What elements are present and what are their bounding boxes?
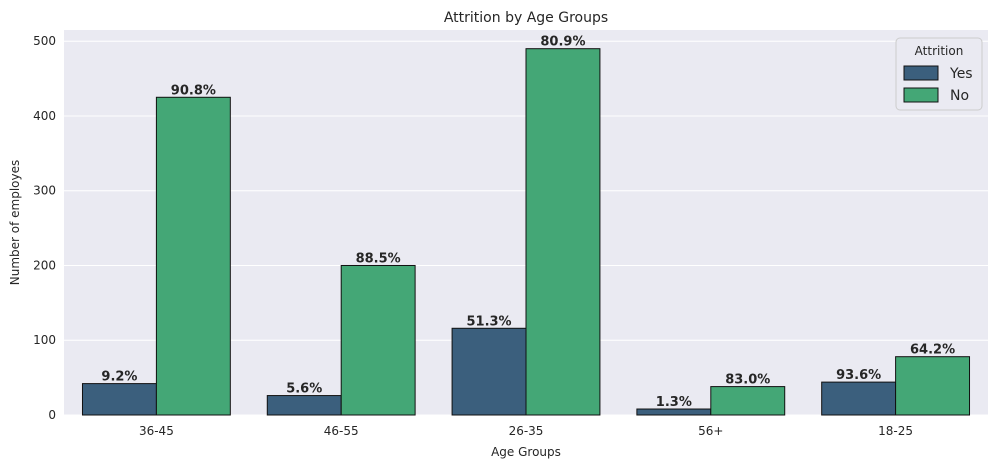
- bar-label-yes-46-55: 5.6%: [286, 382, 322, 397]
- y-tick-label: 100: [33, 333, 56, 347]
- bar-label-yes-26-35: 51.3%: [466, 314, 511, 329]
- y-tick-label: 300: [33, 184, 56, 198]
- x-axis-title: Age Groups: [491, 445, 561, 459]
- bar-label-yes-56+: 1.3%: [656, 395, 692, 410]
- x-tick-label: 18-25: [878, 424, 913, 438]
- chart-title: Attrition by Age Groups: [444, 10, 608, 26]
- x-tick-label: 26-35: [509, 424, 544, 438]
- y-ticks: 0 100 200 300 400 500: [33, 34, 56, 422]
- bar-label-yes-36-45: 9.2%: [101, 370, 137, 385]
- bar-labels: 9.2% 90.8% 5.6% 88.5% 51.3% 80.9% 1.3% 83.0% 93.…: [101, 35, 955, 410]
- bar-label-no-56+: 83.0%: [725, 373, 770, 388]
- bar-label-no-36-45: 90.8%: [171, 83, 216, 98]
- x-tick-label: 46-55: [324, 424, 359, 438]
- bar-label-no-46-55: 88.5%: [356, 251, 401, 266]
- bars: [81, 48, 971, 416]
- legend-title: Attrition: [915, 44, 964, 58]
- bar-no-26-35: [525, 48, 601, 416]
- y-tick-label: 200: [33, 258, 56, 272]
- legend-items: Yes No: [903, 65, 973, 104]
- y-tick-label: 0: [48, 408, 56, 422]
- bar-no-46-55: [340, 264, 416, 416]
- y-tick-label: 400: [33, 109, 56, 123]
- bar-yes-26-35: [451, 327, 527, 416]
- legend-swatch-no: [903, 87, 939, 103]
- bar-label-no-26-35: 80.9%: [540, 35, 585, 50]
- bar-no-36-45: [155, 96, 231, 416]
- bar-label-yes-18-25: 93.6%: [836, 368, 881, 383]
- bar-yes-46-55: [266, 395, 342, 416]
- legend: Attrition Yes No: [895, 37, 983, 111]
- bar-no-18-25: [895, 356, 971, 416]
- bar-label-no-18-25: 64.2%: [910, 343, 955, 358]
- legend-swatch-yes: [903, 65, 939, 81]
- legend-label-yes: Yes: [949, 66, 973, 82]
- bar-no-56+: [710, 386, 786, 416]
- y-axis-title: Number of employes: [8, 160, 22, 286]
- x-ticks: 36-45 46-55 26-35 56+ 18-25: [139, 424, 913, 438]
- x-tick-label: 36-45: [139, 424, 174, 438]
- bar-yes-18-25: [821, 381, 897, 416]
- x-tick-label: 56+: [698, 424, 723, 438]
- y-tick-label: 500: [33, 34, 56, 48]
- bar-yes-36-45: [81, 383, 157, 416]
- legend-label-no: No: [950, 88, 969, 104]
